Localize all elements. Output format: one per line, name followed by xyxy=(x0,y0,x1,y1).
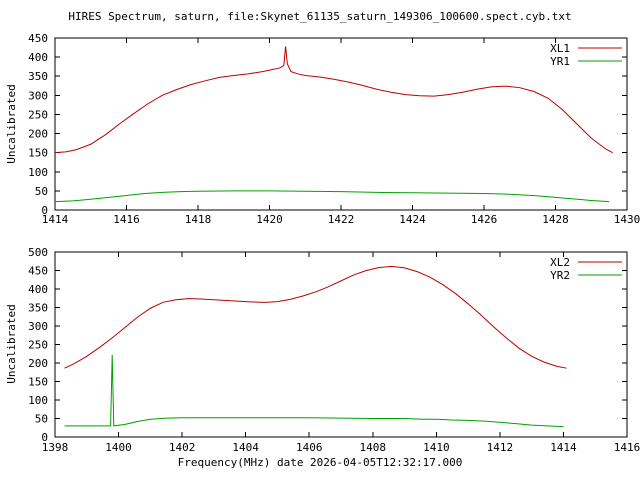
x-tick-label: 1402 xyxy=(169,441,196,454)
y-tick-label: 50 xyxy=(35,413,48,426)
series-line-XL1 xyxy=(54,46,613,154)
x-tick-label: 1416 xyxy=(614,441,640,454)
y-tick-label: 0 xyxy=(41,204,48,217)
x-tick-label: 1424 xyxy=(399,213,426,226)
y-tick-label: 300 xyxy=(28,320,48,333)
y-tick-label: 200 xyxy=(28,357,48,370)
y-tick-label: 100 xyxy=(28,394,48,407)
x-tick-label: 1414 xyxy=(550,441,577,454)
y-tick-label: 200 xyxy=(28,128,48,141)
x-tick-label: 1422 xyxy=(328,213,355,226)
plot-border xyxy=(54,251,628,438)
y-tick-label: 0 xyxy=(41,431,48,444)
y-tick-label: 50 xyxy=(35,185,48,198)
legend-label-XL2: XL2 xyxy=(550,256,570,269)
y-tick-label: 100 xyxy=(28,166,48,179)
y-tick-label: 150 xyxy=(28,376,48,389)
x-tick-label: 1406 xyxy=(296,441,323,454)
top-plot-canvas: 1414 1416 1418 1420 1422 1424 1426 1428 1430 0 50 1… xyxy=(28,32,640,226)
series-line-XL2 xyxy=(64,265,567,369)
y-tick-label: 450 xyxy=(28,32,48,45)
x-tick-label: 1420 xyxy=(256,213,283,226)
x-tick-label: 1418 xyxy=(185,213,212,226)
legend-label-YR1: YR1 xyxy=(550,55,570,68)
x-tick-label: 1400 xyxy=(105,441,132,454)
y-tick-label: 400 xyxy=(28,51,48,64)
y-tick-label: 500 xyxy=(28,246,48,259)
x-tick-label: 1398 xyxy=(42,441,69,454)
x-tick-label: 1414 xyxy=(42,213,69,226)
y-tick-label: 300 xyxy=(28,89,48,102)
x-tick-label: 1428 xyxy=(542,213,569,226)
y-tick-label: 250 xyxy=(28,339,48,352)
x-tick-label: 1416 xyxy=(113,213,140,226)
legend-label-YR2: YR2 xyxy=(550,269,570,282)
y-tick-label: 150 xyxy=(28,147,48,160)
y-tick-label: 450 xyxy=(28,265,48,278)
plot-border xyxy=(54,37,628,211)
chart-title: HIRES Spectrum, saturn, file:Skynet_6113… xyxy=(68,10,572,23)
x-tick-label: 1412 xyxy=(487,441,514,454)
y-tick-label: 250 xyxy=(28,108,48,121)
series-line-YR2 xyxy=(64,354,564,428)
x-tick-label: 1426 xyxy=(471,213,498,226)
x-tick-label: 1408 xyxy=(360,441,387,454)
bottom-plot-canvas: 1398 1400 1402 1404 1406 1408 1410 1412 1414 1416… xyxy=(28,246,640,454)
legend-label-XL1: XL1 xyxy=(550,42,570,55)
x-tick-label: 1430 xyxy=(614,213,640,226)
y-tick-label: 350 xyxy=(28,70,48,83)
series-line-YR1 xyxy=(54,190,610,203)
x-tick-label: 1404 xyxy=(232,441,259,454)
y-tick-label: 350 xyxy=(28,302,48,315)
x-tick-label: 1410 xyxy=(423,441,450,454)
y-tick-label: 400 xyxy=(28,283,48,296)
x-axis-label: Frequency(MHz) date 2026-04-05T12:32:17.… xyxy=(177,456,463,469)
